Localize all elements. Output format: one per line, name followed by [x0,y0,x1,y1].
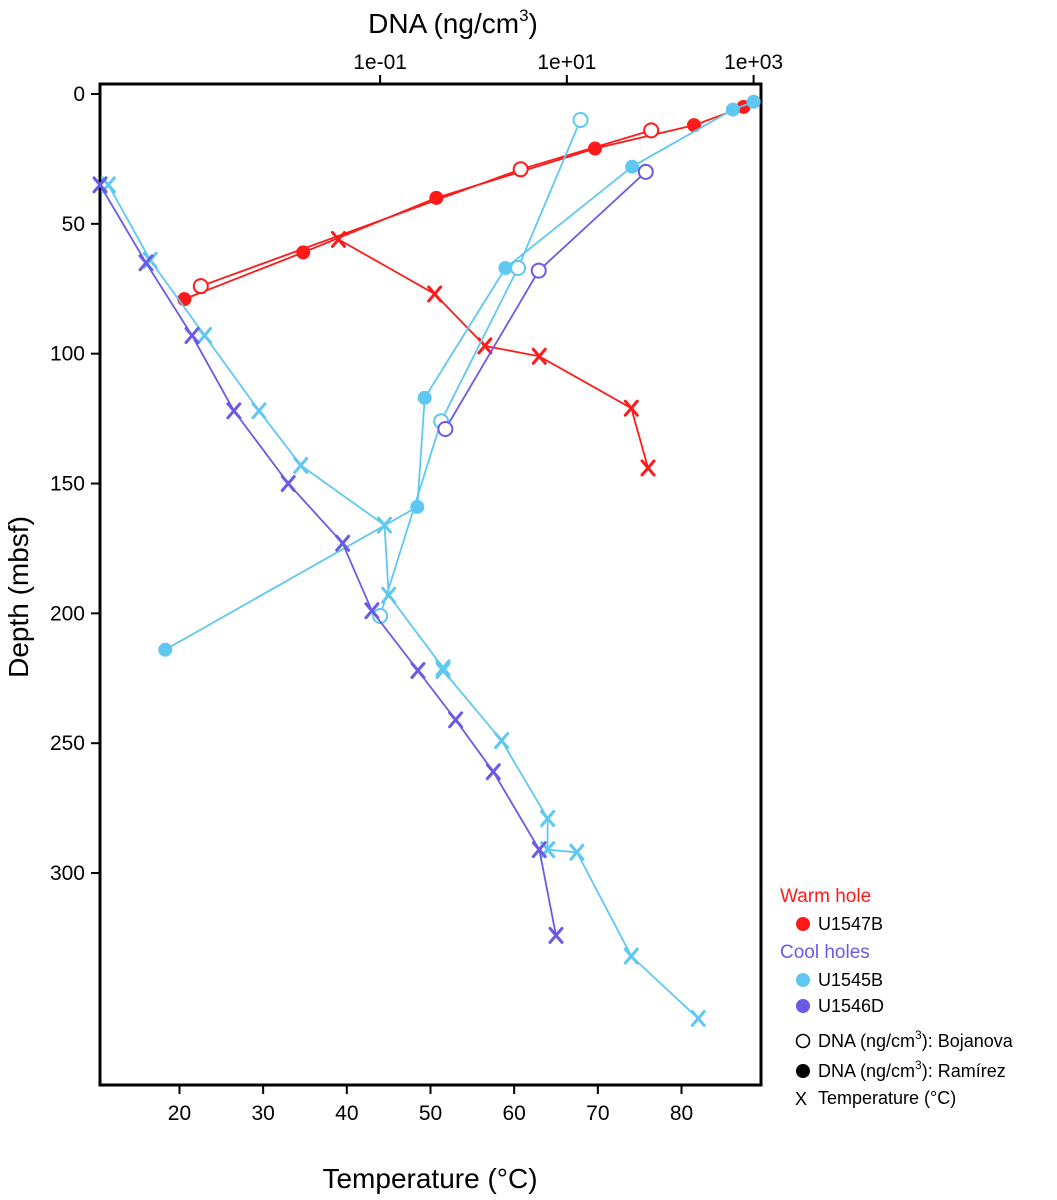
legend-u1545b-marker [796,973,810,987]
u1545b-temperature-line [107,184,699,1020]
u1545b-temperature-point [569,843,585,861]
u1546d-temperature-point [335,534,351,552]
u1546d-temperature-point [280,475,296,493]
bottom-tick-label: 50 [419,1102,442,1125]
u1547b-temperature-point [623,399,639,417]
u1546d-temperature-point [410,661,426,679]
u1547b-temperature-point [531,347,547,365]
legend-ramirez-label: DNA (ng/cm3): Ramírez [818,1058,1006,1081]
y-tick-label: 250 [50,732,85,755]
legend-temperature-label: Temperature (°C) [818,1088,956,1108]
u1545b-dna-ram-rez-point [158,642,173,657]
u1545b-temperature-point [376,516,392,534]
top-tick-label: 1e+01 [537,51,596,74]
u1545b-temperature-point [381,586,397,604]
u1545b-temperature-point [435,661,451,679]
top-tick-label: 1e-01 [353,51,407,74]
u1545b-dna-ram-rez-point [625,159,640,174]
u1546d-dna-bojanova-point [637,163,654,180]
u1546d-temperature-point [184,327,200,344]
u1546d-temperature-point [485,763,501,781]
u1547b-dna-ram-rez-line [183,106,744,300]
u1545b-temperature-point [293,456,309,474]
u1547b-temperature-point [427,285,443,303]
y-tick-label: 50 [62,213,85,236]
u1545b-dna-bojanova-point [510,259,527,276]
legend-u1547b-label: U1547B [818,914,883,934]
u1546d-dna-bojanova-point [530,262,547,279]
u1545b-temperature-point [197,327,213,344]
u1545b-dna-bojanova-line [379,119,582,617]
u1545b-temperature-point [623,947,639,965]
u1547b-temperature-point [330,230,346,248]
y-tick-label: 200 [50,602,85,625]
u1546d-temperature-point [138,254,154,272]
legend-open-circle-icon [795,1033,811,1049]
bottom-tick-label: 20 [168,1102,191,1125]
u1545b-temperature-point [690,1009,706,1027]
y-tick-label: 150 [50,473,85,496]
plot-frame [98,82,763,1087]
legend-u1546d-marker [796,999,810,1013]
u1547b-dna-ram-rez-point [296,245,311,260]
legend-filled-circle-icon [796,1064,810,1078]
u1546d-temperature-line [99,184,557,936]
y-tick-label: 0 [73,83,85,106]
u1547b-dna-bojanova-point [512,161,529,178]
legend-warm-header: Warm hole [780,886,871,907]
u1545b-dna-ram-rez-point [725,102,740,117]
y-tick-label: 100 [50,343,85,366]
legend: Warm hole U1547B Cool holes U1545B U1546… [780,886,1014,1109]
top-axis-title: DNA (ng/cm3) [368,6,538,39]
u1545b-temperature-point [251,402,267,420]
u1547b-temperature-line [338,238,649,469]
legend-u1546d-label: U1546D [818,996,884,1016]
u1546d-temperature-point [92,176,108,194]
u1546d-temperature-point [226,402,242,420]
u1546d-dna-bojanova-line [444,171,647,430]
y-tick-label: 300 [50,862,85,885]
bottom-axis-title: Temperature (°C) [322,1163,537,1194]
u1547b-dna-ram-rez-point [587,141,602,156]
u1547b-dna-bojanova-point [192,278,209,295]
u1546d-temperature-point [448,711,464,729]
u1546d-temperature-point [531,841,547,859]
y-axis-title: Depth (mbsf) [3,516,34,678]
bottom-tick-label: 30 [251,1102,274,1125]
u1547b-dna-bojanova-point [643,122,660,139]
legend-cool-header: Cool holes [780,942,870,963]
u1546d-temperature-point [548,926,564,944]
u1545b-temperature-point [540,810,556,827]
bottom-tick-label: 60 [502,1102,525,1125]
legend-bojanova-label: DNA (ng/cm3): Bojanova [818,1028,1014,1051]
u1545b-dna-bojanova-point [572,111,589,128]
bottom-tick-label: 40 [335,1102,358,1125]
u1545b-dna-ram-rez-point [498,260,513,275]
u1545b-dna-ram-rez-point [746,94,761,109]
bottom-tick-label: 70 [586,1102,609,1125]
u1547b-dna-bojanova-line [200,129,652,288]
legend-u1547b-marker [796,917,810,931]
u1545b-dna-bojanova-point [372,607,389,624]
u1547b-temperature-point [640,459,656,477]
legend-u1545b-label: U1545B [818,970,883,990]
u1545b-dna-ram-rez-line [164,100,754,651]
bottom-tick-label: 80 [670,1102,693,1125]
u1545b-temperature-point [494,732,510,750]
u1546d-dna-bojanova-point [437,420,454,437]
u1547b-dna-ram-rez-point [687,118,702,133]
u1545b-dna-ram-rez-point [417,390,432,405]
u1546d-temperature-point [364,602,380,620]
legend-x-icon: X [795,1089,807,1109]
u1545b-temperature-point [435,659,451,677]
top-tick-label: 1e+03 [724,51,783,74]
